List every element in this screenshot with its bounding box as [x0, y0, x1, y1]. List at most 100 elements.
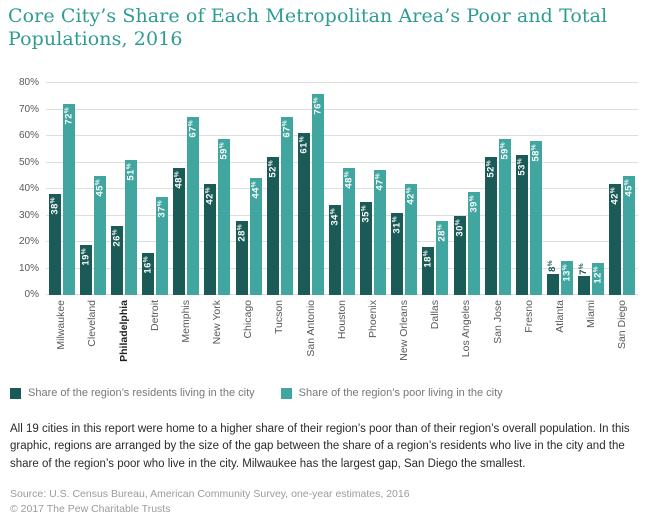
bar-value-label: 48%	[173, 170, 185, 189]
y-tick-label: 20%	[18, 236, 39, 247]
bar: 47%	[374, 170, 387, 295]
bar: 26%	[110, 226, 123, 295]
bar: 12%	[592, 263, 605, 295]
bar-column: 67%	[280, 83, 293, 295]
bar-value-label: 28%	[436, 223, 448, 242]
bar-group: 42% 45%	[607, 83, 638, 295]
bar-value-label: 26%	[111, 229, 123, 247]
bar: 59%	[218, 138, 231, 295]
bar-column: 26%	[110, 83, 123, 295]
y-tick-label: 70%	[18, 103, 39, 115]
x-axis: Milwaukee Cleveland Philadelphia Detroit Mem…	[46, 295, 638, 379]
legend: Share of the region’s residents living i…	[10, 388, 503, 399]
bar: 72%	[62, 104, 75, 295]
bar: 44%	[249, 178, 262, 295]
bar-group: 52% 59%	[482, 83, 513, 295]
bar: 76%	[311, 93, 324, 295]
bar: 34%	[328, 204, 341, 295]
x-tick-cell: Cleveland	[77, 295, 108, 379]
y-tick-label: 0%	[24, 289, 39, 300]
x-tick-cell: Dallas	[420, 295, 451, 379]
bar-value-label: 8%	[547, 259, 559, 272]
bar-value-label: 34%	[329, 207, 341, 226]
bar-value-label: 42%	[609, 186, 621, 205]
bar-value-label: 53%	[516, 157, 528, 176]
bar-column: 12%	[592, 83, 605, 295]
bar-value-label: 52%	[485, 160, 497, 178]
bar: 38%	[48, 194, 61, 295]
x-tick-cell: San Diego	[607, 295, 638, 379]
y-tick-label: 30%	[18, 209, 39, 221]
x-tick-cell: Milwaukee	[46, 295, 77, 379]
bar-value-label: 59%	[218, 141, 230, 160]
bar-value-label: 39%	[467, 194, 479, 213]
x-tick-cell: Los Angeles	[451, 295, 482, 379]
bar-value-label: 42%	[405, 186, 417, 205]
bar	[578, 276, 591, 295]
bar-column: 37%	[156, 83, 169, 295]
bar-value-label: 38%	[48, 197, 60, 215]
bar-column: 34%	[328, 83, 341, 295]
bar-group: 28% 44%	[233, 83, 264, 295]
x-tick-label: Detroit	[148, 300, 161, 331]
bar-group: 34% 48%	[326, 83, 357, 295]
bar-value-label: 7%	[578, 262, 590, 275]
gridline	[46, 241, 638, 242]
gridline	[46, 294, 638, 295]
legend-item-poor: Share of the region’s poor living in the…	[280, 388, 503, 399]
bar: 45%	[623, 175, 636, 295]
bar-column: 28%	[235, 83, 248, 295]
chart-title: Core City’s Share of Each Metropolitan A…	[8, 5, 608, 50]
bar-group: 53% 58%	[513, 83, 544, 295]
bar: 45%	[93, 175, 106, 295]
bar-value-label: 18%	[422, 250, 434, 268]
bar	[547, 273, 560, 295]
bar-group: 8% 13%	[545, 83, 576, 295]
bar-column: 13%	[561, 83, 574, 295]
bar: 61%	[297, 133, 310, 295]
source-line: Source: U.S. Census Bureau, American Com…	[10, 488, 410, 500]
bar: 30%	[453, 215, 466, 295]
bar: 48%	[342, 167, 355, 295]
x-tick-cell: Phoenix	[358, 295, 389, 379]
x-tick-cell: San Antonio	[295, 295, 326, 379]
gridline	[46, 82, 638, 83]
bar: 42%	[609, 183, 622, 295]
bar-series-container: 38% 72% 19% 45% 26% 51% 16% 37% 48% 67% 42% 59% 28% 4…	[46, 83, 638, 295]
bar-group: 16% 37%	[139, 83, 170, 295]
bar: 52%	[266, 157, 279, 295]
bar-column: 31%	[391, 83, 404, 295]
x-tick-cell: Fresno	[513, 295, 544, 379]
bar: 42%	[204, 183, 217, 295]
bar-group: 61% 76%	[295, 83, 326, 295]
bar-column: 58%	[529, 83, 542, 295]
bar-group: 19% 45%	[77, 83, 108, 295]
bar-column: 42%	[405, 83, 418, 295]
bar-column: 44%	[249, 83, 262, 295]
x-tick-label: Dallas	[429, 300, 442, 330]
legend-label-residents: Share of the region’s residents living i…	[28, 387, 255, 399]
x-tick-label: San Antonio	[304, 300, 317, 357]
y-tick-label: 50%	[18, 156, 39, 168]
x-tick-cell: Atlanta	[545, 295, 576, 379]
bar-column: 35%	[360, 83, 373, 295]
bar-value-label: 45%	[623, 178, 635, 197]
bar-group: 52% 67%	[264, 83, 295, 295]
bar-value-label: 19%	[79, 247, 91, 266]
bar-value-label: 16%	[142, 255, 154, 274]
bar-value-label: 58%	[530, 144, 542, 162]
y-tick-label: 60%	[18, 130, 39, 141]
x-tick-label: San Jose	[491, 300, 504, 344]
bar-column: 48%	[342, 83, 355, 295]
bar-column: 8%	[547, 83, 560, 295]
x-tick-cell: Miami	[576, 295, 607, 379]
bar-value-label: 13%	[561, 263, 573, 282]
footer: Source: U.S. Census Bureau, American Com…	[10, 487, 410, 517]
bar: 51%	[124, 159, 137, 295]
x-tick-label: Milwaukee	[55, 300, 68, 350]
bar-column: 76%	[311, 83, 324, 295]
bar-chart: 38% 72% 19% 45% 26% 51% 16% 37% 48% 67% 42% 59% 28% 4…	[0, 78, 650, 379]
x-tick-label: Miami	[584, 300, 597, 328]
x-tick-label: Phoenix	[366, 300, 379, 338]
x-tick-cell: Detroit	[139, 295, 170, 379]
